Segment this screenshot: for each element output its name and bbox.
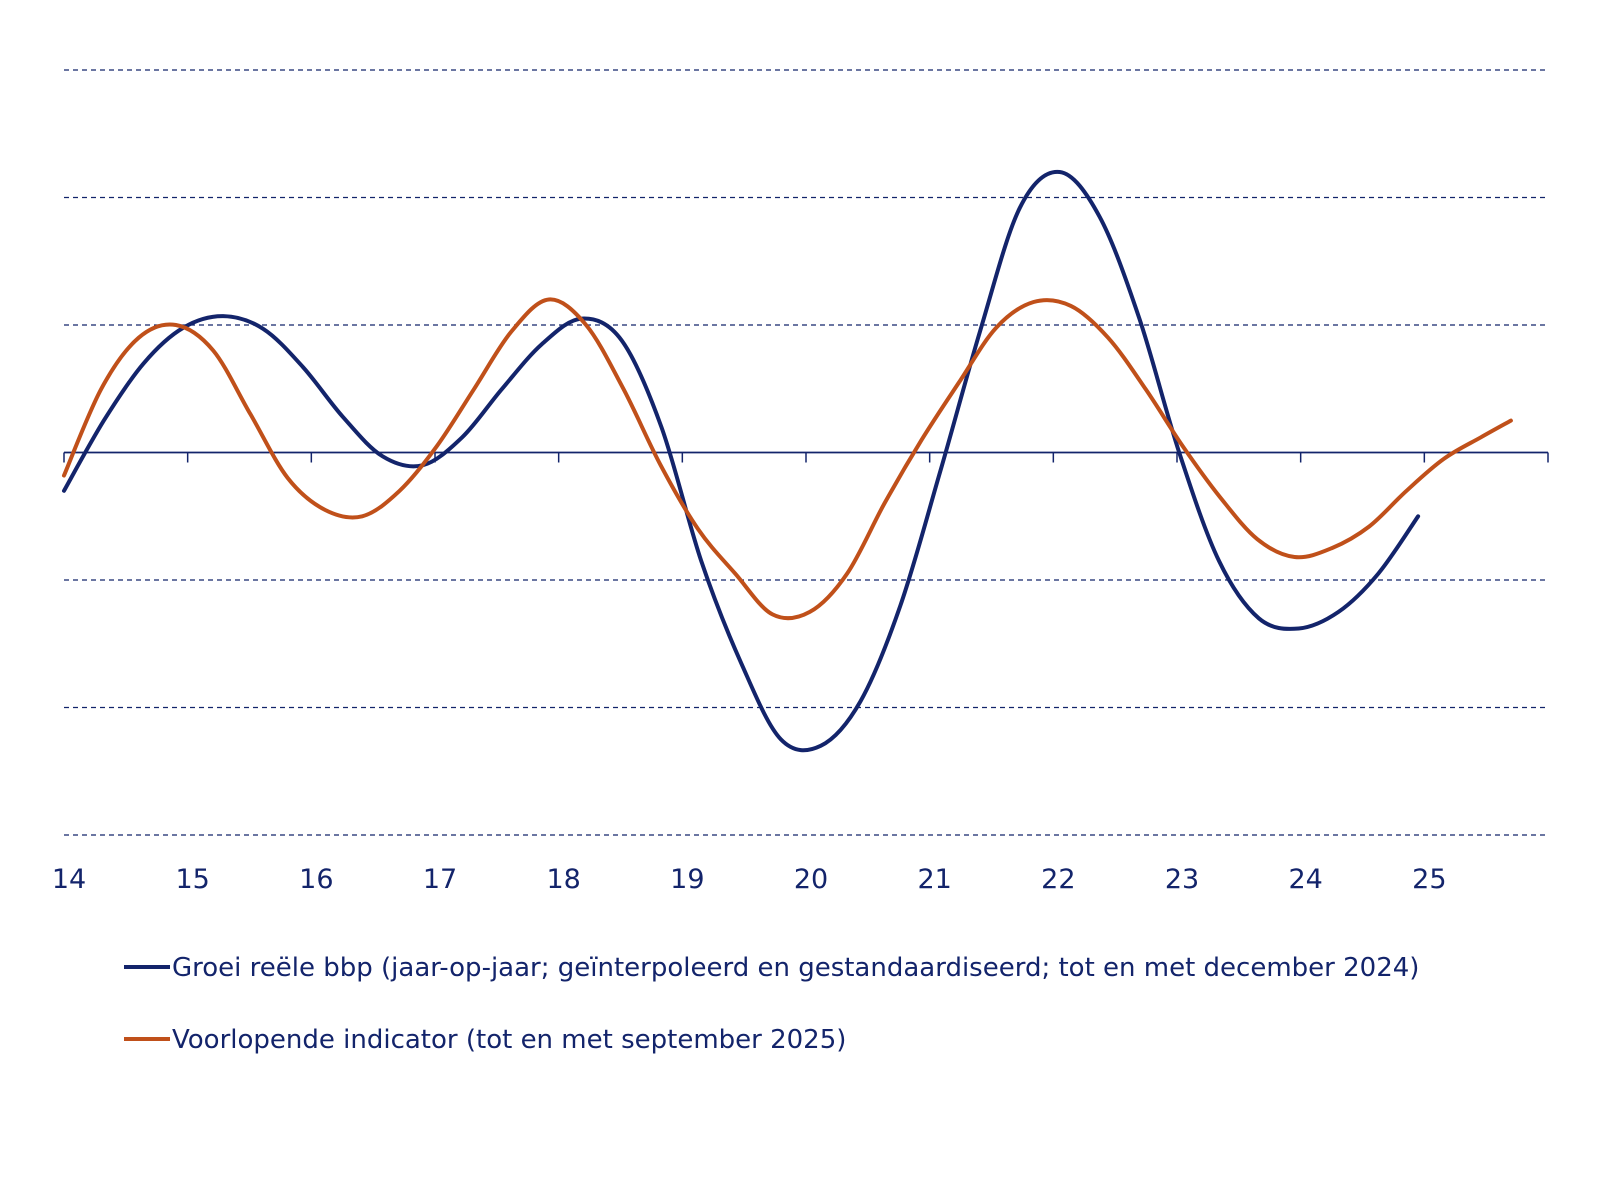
x-tick-label-17: 17 <box>423 864 457 895</box>
legend-swatch-gdp <box>124 965 170 969</box>
x-tick-label-19: 19 <box>670 864 704 895</box>
legend-label-indicator: Voorlopende indicator (tot en met septem… <box>172 1025 847 1055</box>
gridlines <box>64 69 1548 836</box>
x-axis <box>63 451 1549 463</box>
series-line-gdp <box>62 169 1421 753</box>
x-tick-label-16: 16 <box>299 864 333 895</box>
x-tick-label-23: 23 <box>1165 864 1199 895</box>
x-tick-label-25: 25 <box>1412 864 1446 895</box>
x-tick-label-18: 18 <box>546 864 580 895</box>
x-tick-labels: 14 15 16 17 18 19 20 21 22 23 24 25 <box>52 864 1447 895</box>
series-lines <box>62 169 1513 753</box>
x-tick-label-21: 21 <box>917 864 951 895</box>
legend-label-gdp: Groei reële bbp (jaar-op-jaar; geïnterpo… <box>172 953 1420 983</box>
x-tick-label-15: 15 <box>175 864 209 895</box>
x-tick-label-24: 24 <box>1288 864 1322 895</box>
series-line-indicator <box>62 297 1513 621</box>
x-tick-label-14: 14 <box>52 864 86 895</box>
x-tick-label-20: 20 <box>794 864 828 895</box>
legend-swatch-indicator <box>124 1037 170 1041</box>
x-tick-label-22: 22 <box>1041 864 1075 895</box>
